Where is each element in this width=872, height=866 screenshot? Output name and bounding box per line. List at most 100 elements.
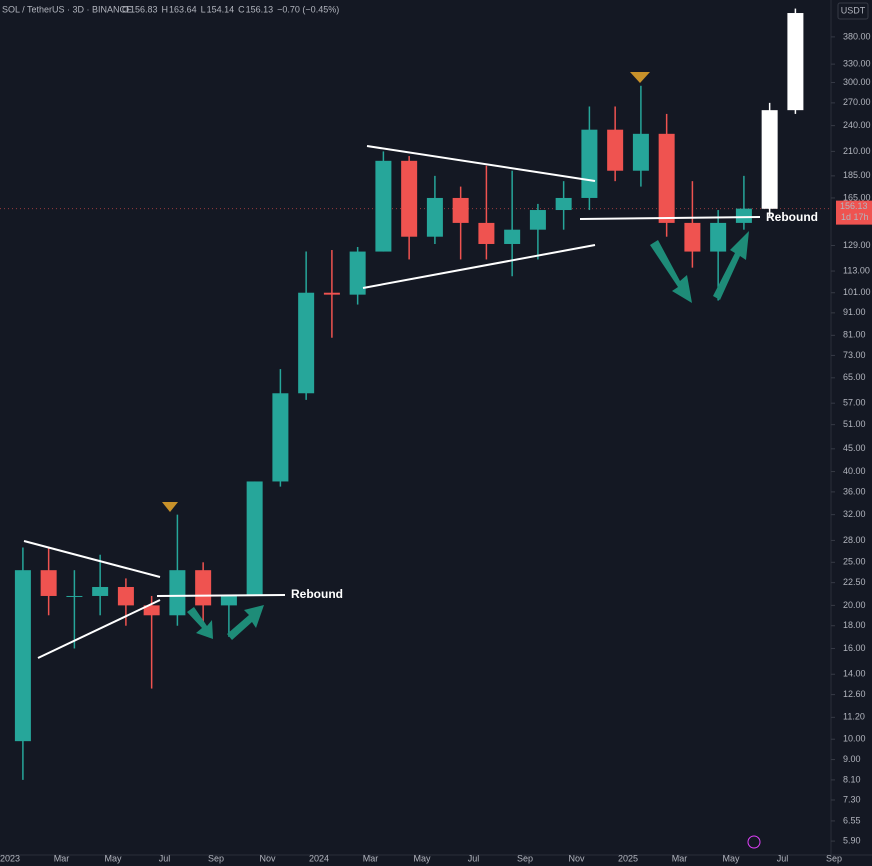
ohlc-value: 156.83 [130,4,158,14]
y-tick-label: 129.00 [843,240,871,250]
candle-body [117,586,134,606]
ohlc-legend: O 156.83 H 163.64 L 154.14 C 156.13 −0.70 (−0.45… [122,4,339,14]
ohlc-key: O [122,4,129,14]
x-tick-label: Nov [259,853,276,863]
y-tick-label: 6.55 [843,815,861,825]
x-tick-label: Sep [826,853,842,863]
x-tick-label: Jul [777,853,789,863]
candle-body [375,160,392,252]
arrow-down [650,240,692,303]
ohlc-key: H [162,4,169,14]
candle-body [143,605,160,616]
y-tick-label: 165.00 [843,192,871,202]
y-tick-label: 7.30 [843,794,861,804]
candle-body [787,13,804,111]
y-tick-label: 10.00 [843,734,866,744]
y-tick-label: 210.00 [843,146,871,156]
y-tick-label: 36.00 [843,486,866,496]
y-tick-label: 9.00 [843,754,861,764]
candle-body [452,197,469,223]
candle-body [169,570,186,616]
candle-body [298,292,315,394]
replay-icon[interactable] [747,835,761,849]
ohlc-value: 156.13 [246,4,274,14]
candle-body [529,210,546,230]
candle-body [220,595,237,606]
candle-body [66,595,83,597]
y-tick-label: 51.00 [843,419,866,429]
candle-body [92,586,109,596]
y-tick-label: 22.50 [843,577,866,587]
trendline [366,145,596,182]
candle-body [401,160,418,237]
x-tick-label: 2024 [309,853,329,863]
drawings [23,72,761,659]
currency: USDT [841,5,866,15]
candle-body [761,110,778,209]
candle-body [684,222,701,252]
annotation: Rebound [766,210,818,224]
x-tick-label: 2023 [0,853,20,863]
y-tick-label: 12.60 [843,689,866,699]
x-tick-label: Mar [672,853,688,863]
candle-body [323,292,340,295]
candle-body [710,222,727,252]
candle-body [349,251,366,295]
y-tick-label: 40.00 [843,466,866,476]
candle-body [632,133,649,171]
top-marker [630,72,650,83]
trendline [362,244,596,289]
y-tick-label: 11.20 [843,712,865,722]
currency-box [837,2,869,20]
candle-body [658,133,675,223]
x-tick-label: Sep [517,853,533,863]
y-tick-label: 65.00 [843,372,866,382]
y-tick-label: 380.00 [843,31,871,41]
y-tick-label: 18.00 [843,620,866,630]
top-marker [162,502,178,512]
y-tick-label: 81.00 [843,330,866,340]
x-tick-label: Nov [568,853,585,863]
x-tick-label: Mar [54,853,70,863]
x-tick-label: Jul [159,853,171,863]
y-tick-label: 185.00 [843,170,871,180]
countdown: 1d 17h [841,212,869,222]
candle-body [272,393,289,482]
candle-body [555,197,572,211]
y-tick-label: 32.00 [843,509,866,519]
candle-body [504,229,521,244]
candle-body [246,481,263,596]
y-tick-label: 101.00 [843,287,871,297]
x-tick-label: May [413,853,431,863]
x-tick-label: Mar [363,853,379,863]
y-tick-label: 240.00 [843,120,871,130]
y-tick-label: 113.00 [843,265,870,275]
x-tick-label: 2025 [618,853,638,863]
y-tick-label: 25.00 [843,557,866,567]
arrow-up [713,231,749,300]
y-tick-label: 5.90 [843,835,861,845]
support-line [579,216,761,220]
annotation: Rebound [291,587,343,601]
ohlc-value: 154.14 [207,4,235,14]
arrow-down [187,607,213,639]
y-tick-label: 300.00 [843,77,871,87]
last-price-label: 156.13 [840,201,868,211]
candle-body [14,570,31,742]
change: −0.70 (−0.45%) [277,4,339,14]
candle-body [40,570,57,596]
y-tick-label: 270.00 [843,97,871,107]
candle-body [607,129,624,171]
candle-body [426,197,443,237]
y-tick-label: 20.00 [843,600,866,610]
x-tick-label: May [104,853,122,863]
candle-body [478,222,495,244]
candle-body [195,570,212,606]
y-tick-label: 28.00 [843,535,866,545]
ohlc-key: L [201,4,206,14]
y-tick-label: 330.00 [843,59,871,69]
plot: 380.00 330.00 300.00 270.00 240.00 210.00 185.… [0,8,872,863]
support-line [156,594,286,597]
y-tick-label: 57.00 [843,398,866,408]
